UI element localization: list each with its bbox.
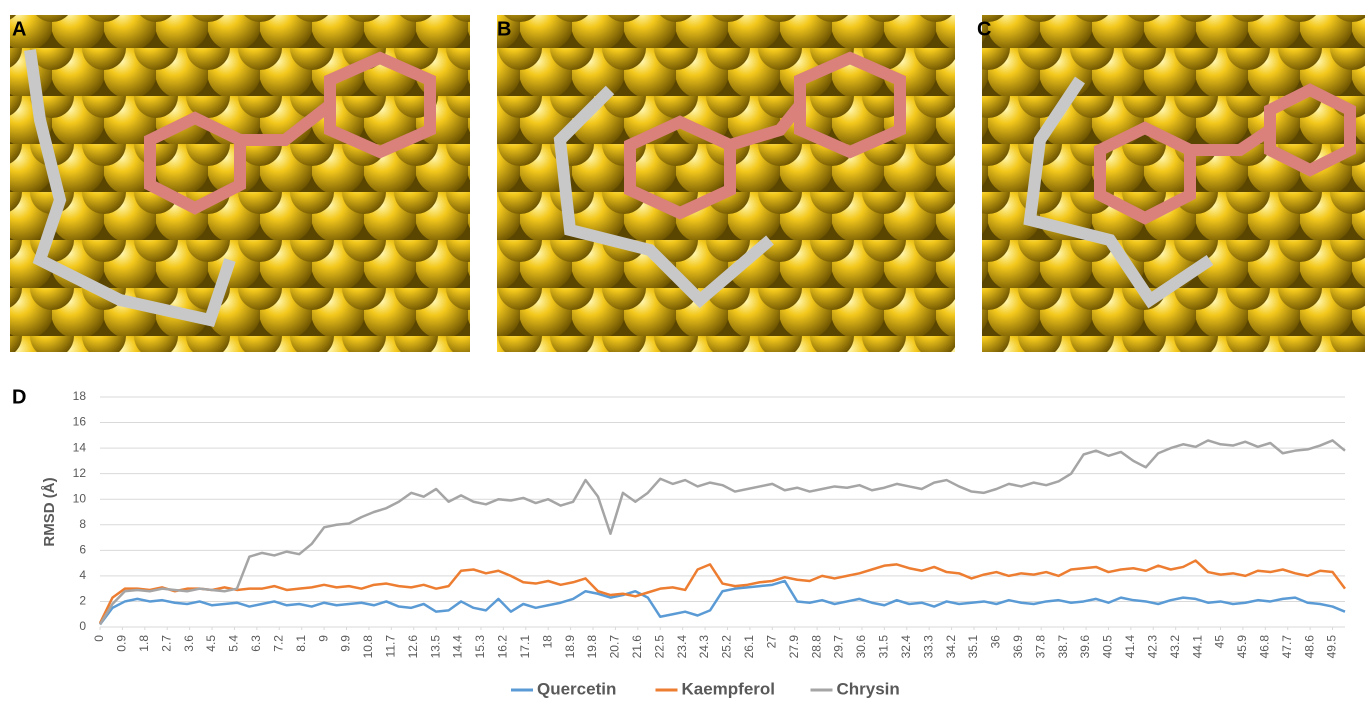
y-axis-label: RMSD (Å) [41,477,58,546]
y-tick-label: 18 [73,389,87,403]
y-tick-label: 2 [79,594,86,608]
x-tick-label: 21.6 [630,635,644,659]
x-tick-label: 10.8 [361,635,375,659]
x-tick-label: 34.2 [944,635,958,659]
x-tick-label: 16.2 [496,635,510,659]
x-tick-label: 27 [764,635,778,649]
x-tick-label: 46.8 [1257,635,1271,659]
x-tick-label: 11.7 [384,635,398,658]
panel-c-image [982,15,1365,352]
x-tick-label: 1.8 [137,635,151,652]
panel-label: C [977,18,991,40]
x-tick-label: 9 [316,635,330,642]
legend-label: Chrysin [837,679,900,698]
y-tick-label: 10 [73,491,87,505]
panel-label: B [497,18,511,40]
x-tick-label: 2.7 [159,635,173,652]
x-tick-label: 4.5 [204,635,218,652]
x-tick-label: 37.8 [1033,635,1047,659]
y-tick-label: 6 [79,543,86,557]
x-tick-label: 41.4 [1123,635,1137,659]
x-tick-label: 48.6 [1302,635,1316,659]
x-tick-label: 24.3 [697,635,711,659]
series-line [98,579,1346,626]
x-tick-label: 29.7 [832,635,846,659]
y-tick-label: 8 [79,517,86,531]
x-tick-label: 45.9 [1235,635,1249,659]
y-tick-label: 0 [79,619,86,633]
x-tick-label: 31.5 [877,635,891,659]
x-tick-label: 22.5 [652,635,666,659]
x-tick-label: 5.4 [227,635,241,652]
x-tick-label: 35.1 [966,635,980,659]
x-tick-label: 42.3 [1145,635,1159,659]
series-line [98,439,1346,626]
x-tick-label: 36.9 [1011,635,1025,659]
x-tick-label: 45 [1213,635,1227,649]
y-tick-label: 4 [79,568,86,582]
series-line [98,559,1347,624]
x-tick-label: 8.1 [294,635,308,652]
x-tick-label: 15.3 [473,635,487,659]
x-tick-label: 18 [540,635,554,649]
x-tick-label: 43.2 [1168,635,1182,659]
x-tick-label: 26.1 [742,635,756,659]
x-tick-label: 6.3 [249,635,263,652]
y-tick-label: 16 [73,415,87,429]
x-tick-label: 30.6 [854,635,868,659]
x-tick-label: 0 [92,635,106,642]
x-tick-label: 9.9 [339,635,353,652]
x-tick-label: 32.4 [899,635,913,659]
x-tick-label: 38.7 [1056,635,1070,659]
x-tick-label: 39.6 [1078,635,1092,659]
x-tick-label: 13.5 [428,635,442,659]
y-tick-label: 12 [73,466,87,480]
x-tick-label: 20.7 [608,635,622,659]
x-tick-label: 19.8 [585,635,599,659]
x-tick-label: 36 [989,635,1003,649]
x-tick-label: 23.4 [675,635,689,659]
x-tick-label: 40.5 [1101,635,1115,659]
legend-label: Quercetin [537,679,616,698]
panel-label: D [12,386,26,408]
x-tick-label: 3.6 [182,635,196,652]
x-tick-label: 12.6 [406,635,420,659]
x-tick-label: 25.2 [720,635,734,659]
x-tick-label: 47.7 [1280,635,1294,659]
panel-a-image [10,15,470,352]
x-tick-label: 49.5 [1325,635,1339,659]
x-tick-label: 33.3 [921,635,935,659]
x-tick-label: 28.8 [809,635,823,659]
panel-b-image [497,15,955,352]
x-tick-label: 18.9 [563,635,577,659]
x-tick-label: 44.1 [1190,635,1204,659]
x-tick-label: 7.2 [271,635,285,652]
x-tick-label: 17.1 [518,635,532,659]
y-tick-label: 14 [73,440,87,454]
x-tick-label: 14.4 [451,635,465,659]
x-tick-label: 27.9 [787,635,801,659]
x-tick-label: 0.9 [115,635,129,652]
panel-label: A [12,18,26,40]
legend-label: Kaempferol [682,679,776,698]
